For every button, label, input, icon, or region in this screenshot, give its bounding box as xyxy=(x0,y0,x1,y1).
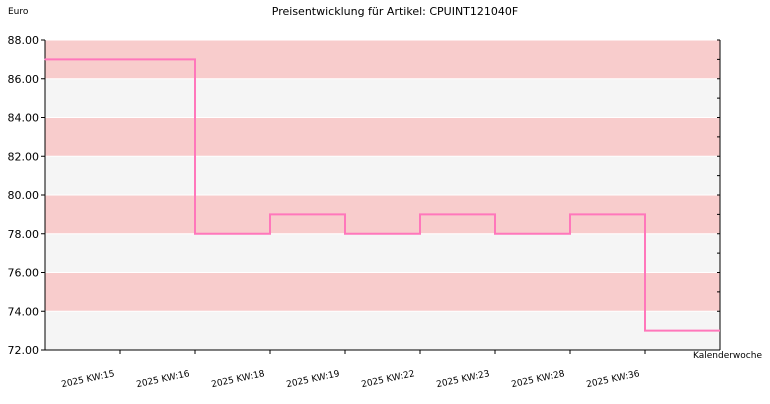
y-axis-label: Euro xyxy=(8,7,29,17)
series-line xyxy=(45,58,720,332)
x-tick-label: 2025 KW:19 xyxy=(286,369,341,390)
plot-band xyxy=(45,272,720,312)
x-tick-label: 2025 KW:18 xyxy=(211,369,266,390)
data-point xyxy=(419,213,421,216)
data-point xyxy=(494,232,496,235)
y-tick-label: 82.00 xyxy=(8,150,40,163)
data-point xyxy=(569,213,571,216)
x-tick-label: 2025 KW:28 xyxy=(511,369,566,390)
y-tick-label: 72.00 xyxy=(8,344,40,357)
chart-title: Preisentwicklung für Artikel: CPUINT1210… xyxy=(272,5,518,18)
y-tick-label: 78.00 xyxy=(8,228,40,241)
plot-bands xyxy=(45,40,720,350)
x-tick-label: 2025 KW:23 xyxy=(436,369,491,390)
x-tick-label: 2025 KW:36 xyxy=(586,369,641,390)
y-tick-label: 80.00 xyxy=(8,189,40,202)
data-point xyxy=(269,213,271,216)
plot-band xyxy=(45,311,720,350)
y-tick-label: 76.00 xyxy=(8,267,40,280)
data-point xyxy=(644,329,646,332)
series-layer xyxy=(44,58,720,332)
data-point xyxy=(344,232,346,235)
data-point xyxy=(44,58,46,61)
plot-band xyxy=(45,117,720,157)
y-tick-label: 86.00 xyxy=(8,73,40,86)
x-tick-label: 2025 KW:16 xyxy=(136,369,191,390)
x-tick-label: 2025 KW:22 xyxy=(361,369,416,390)
x-axis-ticks: 2025 KW:15 2025 KW:16 2025 KW:18 2025 KW:19… xyxy=(61,350,646,390)
plot-band xyxy=(45,78,720,118)
x-tick-label: 2025 KW:15 xyxy=(61,369,116,390)
x-axis-label: Kalenderwoche xyxy=(693,351,762,361)
plot-band xyxy=(45,156,720,195)
y-tick-label: 88.00 xyxy=(8,34,40,47)
data-point xyxy=(194,232,196,235)
y-axis-ticks: 72.00 74.00 76.00 78.00 80.00 82.00 84.00 86.00… xyxy=(8,34,720,357)
y-tick-label: 84.00 xyxy=(8,112,40,125)
y-tick-label: 74.00 xyxy=(8,305,40,318)
plot-band xyxy=(45,233,720,273)
